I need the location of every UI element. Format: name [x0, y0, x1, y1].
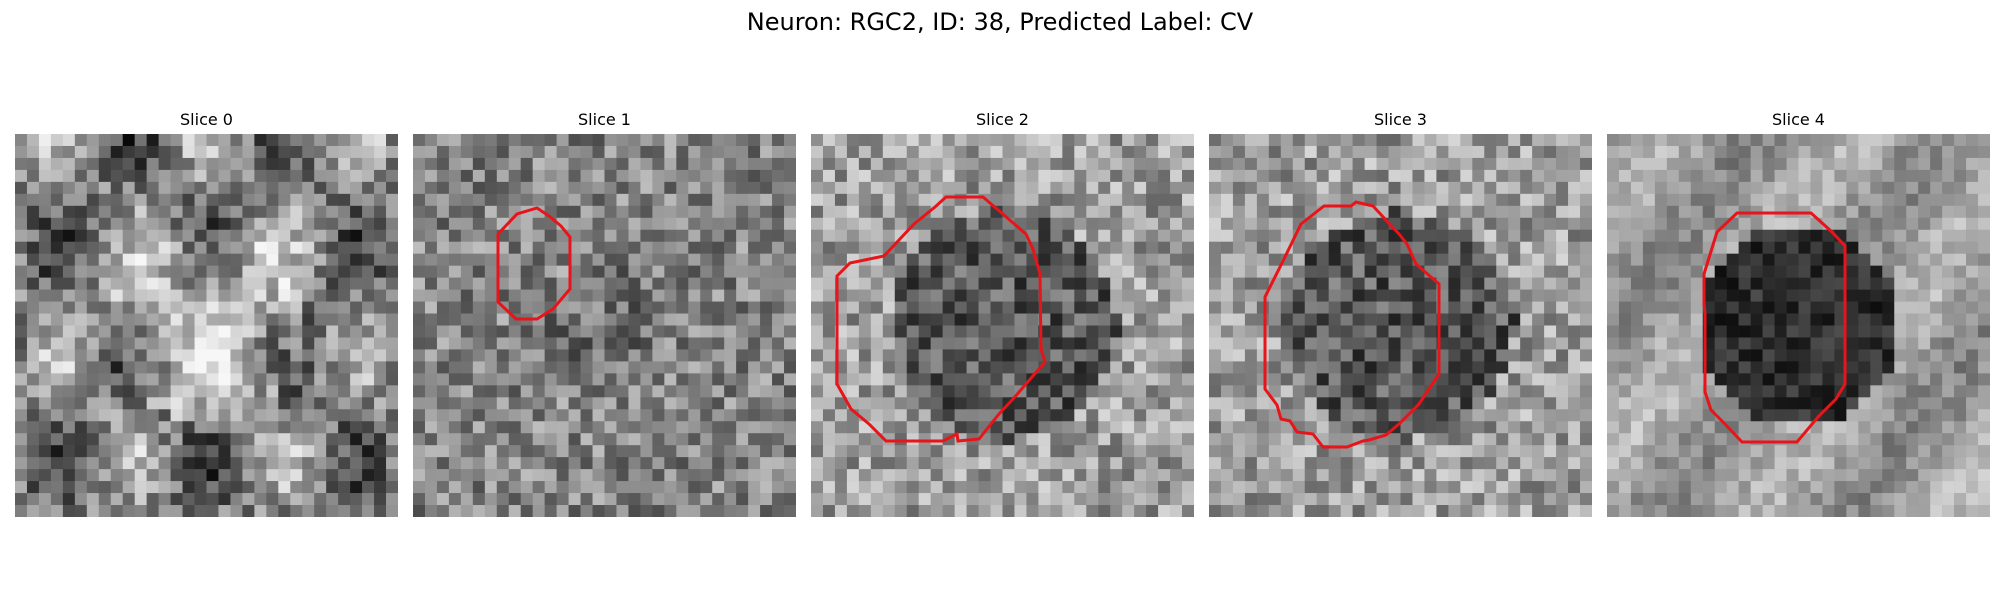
slice-panel-0: Slice 0: [15, 108, 398, 517]
slice-panel-3: Slice 3: [1209, 108, 1592, 517]
roi-polygon: [496, 206, 572, 321]
slice-image: [15, 134, 398, 517]
slice-image: [1209, 134, 1592, 517]
slice-title: Slice 1: [578, 110, 631, 129]
slice-panel-4: Slice 4: [1607, 108, 1990, 517]
grayscale-pixel-grid: [1607, 134, 1990, 517]
roi-outline: [1263, 200, 1441, 449]
slice-title: Slice 0: [180, 110, 233, 129]
roi-outline: [835, 195, 1047, 443]
roi-polygon: [1263, 200, 1441, 449]
grayscale-pixel-grid: [1209, 134, 1592, 517]
slice-image: [1607, 134, 1990, 517]
slice-title: Slice 4: [1772, 110, 1825, 129]
slice-panel-2: Slice 2: [811, 108, 1194, 517]
roi-outline: [496, 206, 572, 321]
grayscale-pixel-grid: [811, 134, 1194, 517]
roi-polygon: [1702, 211, 1847, 444]
slice-title: Slice 3: [1374, 110, 1427, 129]
grayscale-pixel-grid: [413, 134, 796, 517]
slice-title: Slice 2: [976, 110, 1029, 129]
figure-title: Neuron: RGC2, ID: 38, Predicted Label: C…: [746, 8, 1254, 36]
grayscale-pixel-grid: [15, 134, 398, 517]
slice-image: [413, 134, 796, 517]
roi-outline: [1702, 211, 1847, 444]
slice-image: [811, 134, 1194, 517]
roi-polygon: [835, 195, 1047, 443]
slice-panels: Slice 0 Slice 1 Slice 2 Slice 3: [15, 108, 1990, 517]
slice-panel-1: Slice 1: [413, 108, 796, 517]
